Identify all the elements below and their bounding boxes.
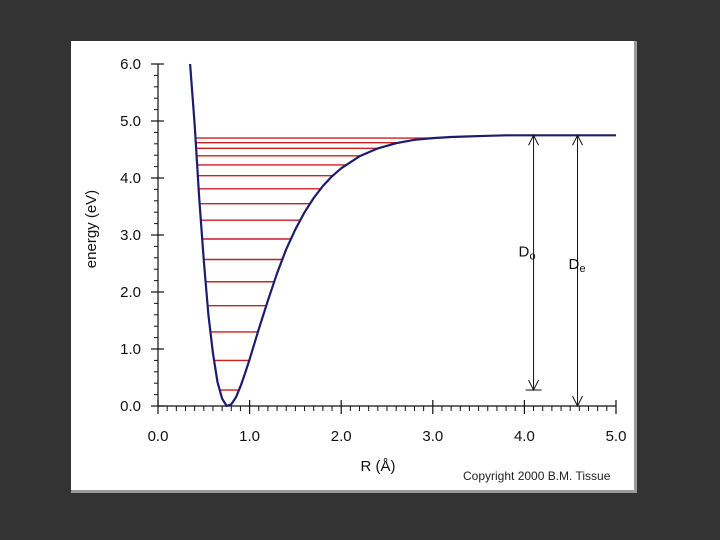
y-tick-label: 1.0: [120, 341, 141, 358]
x-tick-label: 3.0: [422, 428, 443, 445]
figure-panel: 0.0 1.0 2.0 3.0 4.0 5.0 6.0 0.0 1.0 2.0 3.0 4.0 5.0 …: [71, 41, 637, 493]
y-tick-label: 4.0: [120, 170, 141, 187]
x-tick-label: 4.0: [514, 428, 535, 445]
potential-energy-curve: [189, 63, 616, 408]
axes-group: 0.0 1.0 2.0 3.0 4.0 5.0 6.0 0.0 1.0 2.0 3.0 4.0 5.0: [120, 56, 626, 445]
y-tick-label: 6.0: [120, 56, 141, 73]
annotation-subscript: o: [530, 251, 536, 263]
annotation-subscript: e: [580, 263, 586, 275]
labels-group: energy (eV) R (Å) Copyright 2000 B.M. Ti…: [83, 190, 611, 483]
y-tick-label: 5.0: [120, 113, 141, 130]
y-tick-label: 0.0: [120, 398, 141, 415]
y-axis-title: energy (eV): [83, 190, 100, 268]
annotation-label: D: [519, 244, 530, 261]
x-tick-label: 5.0: [606, 428, 627, 445]
y-tick-label: 3.0: [120, 227, 141, 244]
x-axis-title: R (Å): [361, 458, 396, 475]
curve-group: [189, 63, 616, 408]
vibrational-levels-group: [195, 137, 433, 391]
x-tick-label: 0.0: [148, 428, 169, 445]
annotation-label: D: [569, 256, 580, 273]
x-tick-label: 1.0: [239, 428, 260, 445]
copyright-text: Copyright 2000 B.M. Tissue: [463, 469, 611, 483]
arrow-head-top: [528, 134, 540, 146]
arrow-head-top: [572, 134, 583, 146]
x-tick-label: 2.0: [331, 428, 352, 445]
morse-potential-chart: 0.01.02.03.04.05.06.00.0 1.0 2.0 3.0 4.0 5.0 …: [83, 56, 626, 483]
y-tick-label: 2.0: [120, 284, 141, 301]
